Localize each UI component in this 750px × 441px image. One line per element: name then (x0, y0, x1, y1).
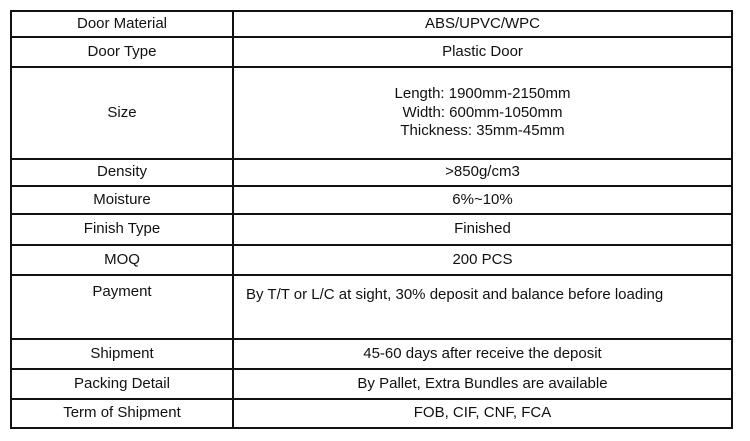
spec-value-size: Length: 1900mm-2150mm Width: 600mm-1050m… (232, 66, 733, 160)
spec-label-shipment: Shipment (10, 338, 234, 370)
spec-value-moq: 200 PCS (232, 244, 733, 276)
spec-label-door-material: Door Material (10, 10, 234, 38)
table-row: Finish Type Finished (10, 213, 733, 246)
spec-label-packing-detail: Packing Detail (10, 368, 234, 400)
table-row: Moisture 6%~10% (10, 185, 733, 215)
spec-label-term-of-shipment: Term of Shipment (10, 398, 234, 429)
spec-label-moisture: Moisture (10, 185, 234, 215)
spec-label-door-type: Door Type (10, 36, 234, 68)
table-row: MOQ 200 PCS (10, 244, 733, 276)
spec-value-door-material: ABS/UPVC/WPC (232, 10, 733, 38)
table-row: Packing Detail By Pallet, Extra Bundles … (10, 368, 733, 400)
table-row: Payment By T/T or L/C at sight, 30% depo… (10, 274, 733, 340)
spec-label-size: Size (10, 66, 234, 160)
table-row: Term of Shipment FOB, CIF, CNF, FCA (10, 398, 733, 429)
table-row: Door Material ABS/UPVC/WPC (10, 10, 733, 38)
table-row: Size Length: 1900mm-2150mm Width: 600mm-… (10, 66, 733, 160)
table-body: Door Material ABS/UPVC/WPC Door Type Pla… (10, 10, 733, 429)
spec-label-moq: MOQ (10, 244, 234, 276)
table-row: Shipment 45-60 days after receive the de… (10, 338, 733, 370)
table-row: Density >850g/cm3 (10, 158, 733, 187)
spec-value-payment: By T/T or L/C at sight, 30% deposit and … (232, 274, 733, 340)
spec-label-payment: Payment (10, 274, 234, 340)
product-specification-table: Door Material ABS/UPVC/WPC Door Type Pla… (10, 10, 733, 429)
spec-value-finish-type: Finished (232, 213, 733, 246)
spec-value-door-type: Plastic Door (232, 36, 733, 68)
size-line-thickness: Thickness: 35mm-45mm (400, 122, 565, 140)
spec-label-finish-type: Finish Type (10, 213, 234, 246)
table-row: Door Type Plastic Door (10, 36, 733, 68)
spec-value-density: >850g/cm3 (232, 158, 733, 187)
size-line-width: Width: 600mm-1050mm (402, 103, 563, 121)
size-line-length: Length: 1900mm-2150mm (394, 84, 571, 102)
spec-value-moisture: 6%~10% (232, 185, 733, 215)
spec-value-shipment: 45-60 days after receive the deposit (232, 338, 733, 370)
spec-value-packing-detail: By Pallet, Extra Bundles are available (232, 368, 733, 400)
spec-label-density: Density (10, 158, 234, 187)
spec-value-term-of-shipment: FOB, CIF, CNF, FCA (232, 398, 733, 429)
